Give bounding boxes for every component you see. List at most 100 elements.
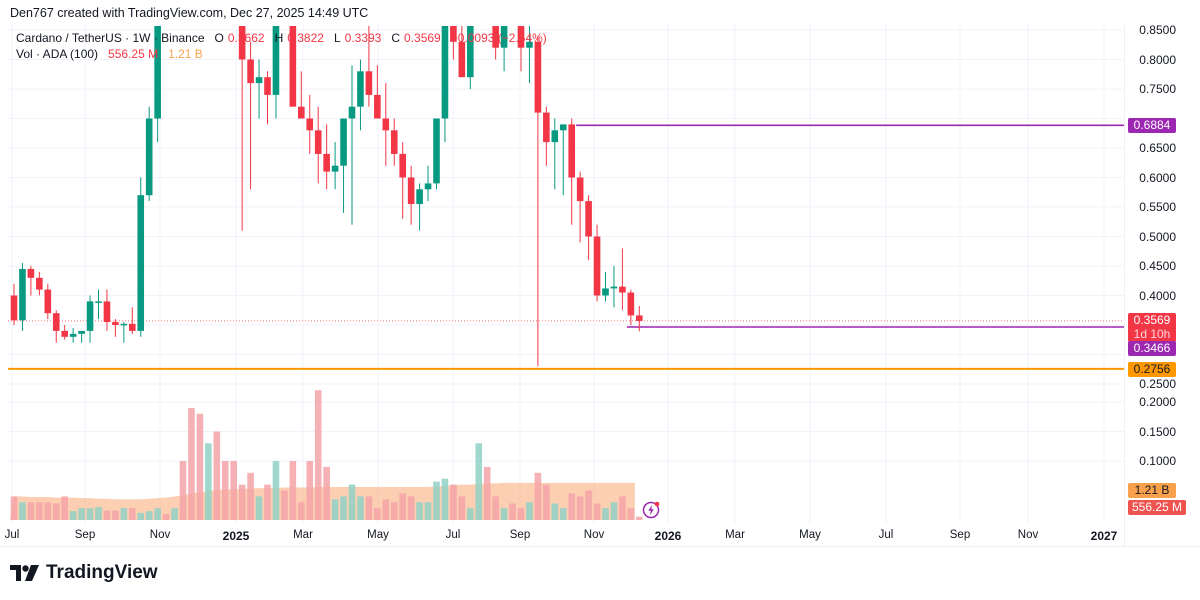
price-axis-tick: 0.1000	[1139, 454, 1176, 468]
candle-body	[247, 59, 254, 84]
volume-bar	[27, 502, 35, 520]
candle-body	[543, 112, 550, 143]
candle-body	[19, 268, 26, 321]
volume-bar	[559, 508, 567, 520]
price-axis-tick: 0.7500	[1139, 82, 1176, 96]
volume-bar	[610, 502, 618, 520]
volume-value: 556.25 M	[108, 47, 159, 61]
candle-body	[568, 124, 575, 178]
price-axis-tick: 0.5500	[1139, 200, 1176, 214]
volume-bar	[450, 484, 457, 520]
volume-bar	[399, 493, 406, 520]
candle-body	[120, 323, 128, 326]
candle-body	[390, 130, 398, 154]
news-flash-button[interactable]	[642, 501, 660, 519]
candle-body	[424, 183, 432, 190]
volume-bar	[331, 499, 339, 520]
volume-indicator-title[interactable]: Vol · ADA (100)	[16, 47, 99, 61]
candle-body	[374, 94, 381, 119]
candle-body	[619, 286, 626, 293]
volume-bar	[627, 508, 635, 520]
candle-body	[27, 268, 35, 278]
volume-bar	[323, 466, 330, 520]
tradingview-logo[interactable]: TradingView	[10, 562, 158, 584]
last-price-tag: 0.3569 1d 10h	[1128, 313, 1176, 342]
candle-body	[52, 313, 60, 331]
volume-bar	[382, 499, 390, 520]
volume-bar	[19, 502, 26, 520]
candle-body	[298, 106, 305, 119]
close-value: 0.3569	[404, 31, 441, 45]
candle-body	[129, 323, 136, 331]
time-axis-separator	[0, 546, 1200, 547]
candle-body	[602, 288, 609, 296]
volume-bar	[69, 511, 77, 520]
open-label: O	[214, 31, 224, 45]
attribution-text: Den767 created with TradingView.com, Dec…	[10, 6, 369, 20]
candle-body	[145, 118, 153, 196]
volume-bar	[416, 502, 423, 520]
volume-bar	[365, 496, 373, 520]
volume-bar	[36, 502, 43, 520]
volume-bar	[306, 461, 314, 520]
candle-body	[264, 77, 271, 95]
volume-bar	[407, 496, 415, 520]
candle-body	[306, 118, 314, 131]
lightning-icon	[642, 501, 660, 519]
volume-bar	[602, 508, 609, 520]
tradingview-logo-icon	[10, 565, 39, 581]
volume-bar	[441, 478, 449, 520]
time-axis-tick: Nov	[149, 529, 171, 541]
volume-bar	[78, 508, 85, 520]
volume-bar	[424, 502, 432, 520]
candle-body	[458, 41, 466, 78]
price-axis-tick: 0.8500	[1139, 23, 1176, 37]
volume-bar	[551, 503, 559, 520]
candle-body	[289, 26, 297, 107]
volume-bar	[500, 508, 508, 520]
candle-body	[627, 292, 635, 316]
time-axis-tick: Jul	[445, 529, 461, 541]
volume-bar	[289, 461, 297, 520]
volume-bar	[281, 490, 288, 520]
candle-body	[399, 153, 406, 178]
time-axis-tick: 2026	[654, 529, 682, 543]
volume-bar	[162, 514, 170, 520]
level-low-tag: 0.3466	[1128, 341, 1176, 356]
volume-bar	[255, 496, 263, 520]
candle-body	[112, 322, 119, 325]
chart-canvas[interactable]	[8, 24, 1128, 546]
high-label: H	[274, 31, 284, 45]
symbol-title[interactable]: Cardano / TetherUS · 1W · Binance	[16, 31, 205, 45]
candle-body	[36, 277, 43, 290]
price-axis-tick: 0.1500	[1139, 424, 1176, 439]
volume-bar	[458, 496, 466, 520]
candle-body	[331, 165, 339, 172]
time-axis-tick: Sep	[509, 529, 531, 541]
volume-bar	[230, 461, 237, 520]
candle-body	[534, 41, 542, 113]
time-axis-tick: Mar	[725, 529, 745, 541]
candle-body	[357, 71, 364, 107]
bar-countdown: 1d 10h	[1133, 326, 1171, 341]
volume-bar	[238, 484, 246, 520]
time-axis-tick: 2025	[222, 529, 250, 543]
volume-bar	[196, 413, 204, 520]
candle-body	[69, 333, 77, 337]
price-axis-tick: 0.5000	[1139, 229, 1176, 244]
volume-bar	[179, 461, 187, 520]
volume-bar	[272, 461, 280, 520]
last-price-value: 0.3569	[1133, 313, 1171, 327]
volume-bar	[314, 390, 322, 520]
change-value: −0.0093 (−2.54%)	[450, 31, 547, 45]
candle-body	[44, 289, 52, 314]
volume-bar	[593, 503, 601, 520]
candle-body	[78, 330, 85, 334]
time-axis-tick: Mar	[293, 529, 313, 541]
volume-bar	[568, 493, 575, 520]
candle-body	[433, 118, 440, 184]
volume-bar	[247, 472, 254, 520]
volume-bar	[86, 508, 94, 520]
candle-body	[500, 26, 508, 48]
candle-body	[86, 301, 94, 331]
